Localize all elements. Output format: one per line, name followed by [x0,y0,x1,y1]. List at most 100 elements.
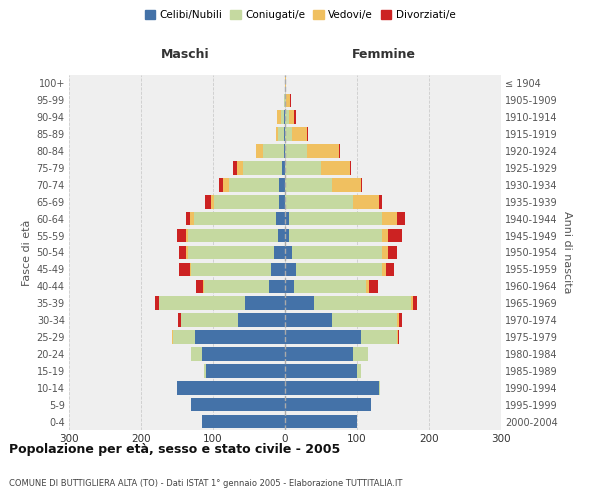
Bar [285,347,353,360]
Bar [369,280,378,293]
Text: COMUNE DI BUTTIGLIERA ALTA (TO) - Dati ISTAT 1° gennaio 2005 - Elaborazione TUTT: COMUNE DI BUTTIGLIERA ALTA (TO) - Dati I… [9,479,403,488]
Bar [285,415,357,428]
Y-axis label: Fasce di età: Fasce di età [22,220,32,286]
Bar [285,195,353,208]
Bar [191,398,285,411]
Bar [307,144,339,158]
Bar [202,415,285,428]
Bar [281,110,284,124]
Bar [353,347,368,360]
Bar [274,246,285,260]
Bar [279,178,285,192]
Bar [187,212,190,226]
Bar [177,229,185,242]
Bar [173,330,195,344]
Bar [285,262,296,276]
Bar [275,128,278,141]
Bar [295,110,296,124]
Bar [361,178,362,192]
Bar [361,330,397,344]
Bar [285,314,332,327]
Bar [285,280,293,293]
Bar [314,296,411,310]
Bar [332,178,361,192]
Bar [388,229,403,242]
Bar [187,246,188,260]
Bar [284,94,285,107]
Bar [191,262,271,276]
Bar [285,398,371,411]
Bar [285,212,289,226]
Bar [238,314,285,327]
Bar [365,280,369,293]
Bar [379,195,382,208]
Bar [242,161,282,174]
Bar [289,212,382,226]
Bar [285,76,286,90]
Bar [284,128,285,141]
Bar [339,144,340,158]
Bar [285,296,314,310]
Bar [382,212,397,226]
Bar [332,314,397,327]
Text: Maschi: Maschi [161,48,210,61]
Bar [353,195,379,208]
Bar [278,128,284,141]
Bar [382,246,388,260]
Bar [223,178,229,192]
Bar [205,195,211,208]
Text: Popolazione per età, sesso e stato civile - 2005: Popolazione per età, sesso e stato civil… [9,442,340,456]
Bar [185,229,188,242]
Bar [285,364,357,378]
Bar [379,381,380,394]
Bar [285,128,292,141]
Bar [179,262,190,276]
Bar [285,94,286,107]
Bar [214,195,279,208]
Bar [397,314,399,327]
Bar [277,212,285,226]
Bar [285,229,289,242]
Bar [284,110,285,124]
Bar [233,161,237,174]
Bar [206,364,285,378]
Bar [411,296,413,310]
Bar [296,262,382,276]
Bar [181,314,238,327]
Bar [277,110,281,124]
Bar [191,347,202,360]
Bar [397,330,398,344]
Bar [188,246,274,260]
Bar [282,161,285,174]
Bar [172,330,173,344]
Bar [271,262,285,276]
Bar [286,94,290,107]
Bar [382,262,386,276]
Bar [397,212,405,226]
Bar [190,262,191,276]
Bar [245,296,285,310]
Bar [285,161,321,174]
Bar [178,314,181,327]
Bar [289,110,295,124]
Bar [292,246,382,260]
Y-axis label: Anni di nascita: Anni di nascita [562,211,572,294]
Bar [203,280,205,293]
Bar [289,229,382,242]
Bar [211,195,214,208]
Bar [269,280,285,293]
Bar [179,246,187,260]
Bar [196,280,203,293]
Bar [284,144,285,158]
Bar [194,212,277,226]
Bar [285,178,332,192]
Bar [307,128,308,141]
Bar [205,280,269,293]
Bar [357,364,361,378]
Bar [195,330,285,344]
Bar [263,144,284,158]
Bar [220,178,223,192]
Legend: Celibi/Nubili, Coniugati/e, Vedovi/e, Divorziati/e: Celibi/Nubili, Coniugati/e, Vedovi/e, Di… [143,8,457,22]
Bar [290,94,292,107]
Bar [155,296,159,310]
